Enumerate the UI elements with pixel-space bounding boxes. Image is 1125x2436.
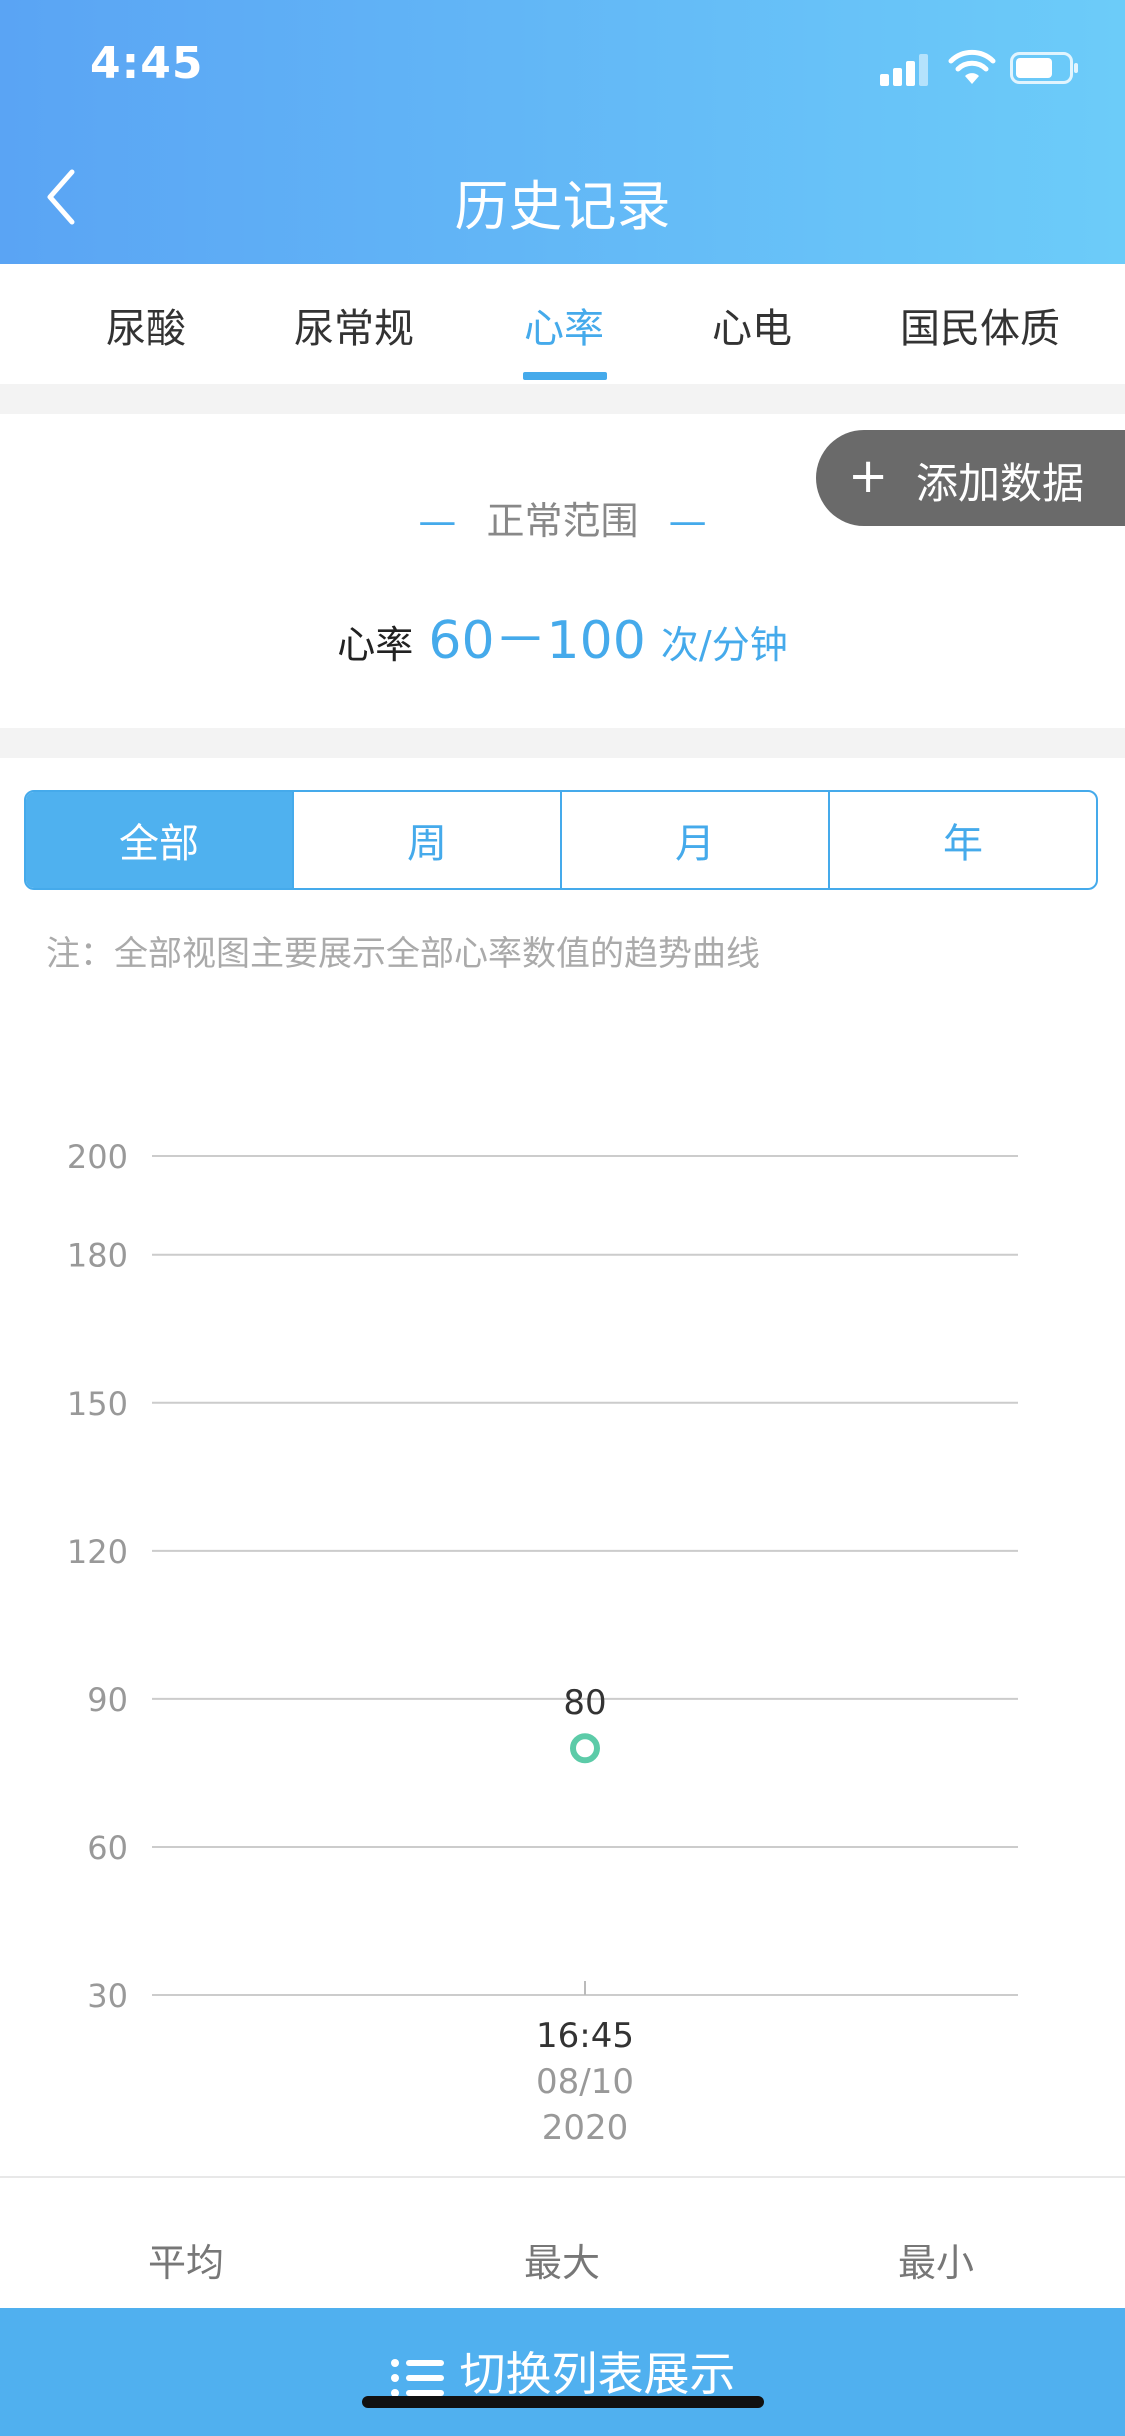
x-tick-date: 08/10: [536, 2062, 634, 2102]
range-title-dash-right: —: [668, 499, 707, 543]
x-tick-time: 16:45: [536, 2016, 634, 2056]
battery-icon: [1010, 52, 1078, 84]
status-time: 4:45: [90, 38, 204, 89]
switch-list-view-button[interactable]: [0, 2308, 1125, 2436]
stats-divider: [0, 2176, 1125, 2178]
segment-month[interactable]: 月: [560, 792, 828, 888]
y-tick-label: 150: [67, 1385, 128, 1423]
range-value: 60－100: [428, 611, 646, 671]
y-tick-label: 60: [87, 1829, 128, 1867]
data-point: [570, 1733, 600, 1764]
y-tick-label: 180: [67, 1237, 128, 1275]
segment-all[interactable]: 全部: [26, 792, 292, 888]
header-bar: [0, 0, 1125, 264]
switch-list-view-label: 切换列表展示: [459, 2347, 736, 2401]
heart-rate-chart: 200 180 150 120 90 60 30 80 16:45 08/10 2020: [67, 1138, 1018, 2148]
range-label: 心率: [337, 623, 414, 667]
tab-heart-rate[interactable]: 心率: [524, 306, 604, 352]
list-icon: [390, 2358, 444, 2397]
range-unit: 次/分钟: [660, 623, 788, 667]
stat-min-label: 最小: [898, 2241, 975, 2285]
add-data-button[interactable]: + 添加数据: [816, 430, 1125, 526]
page-title: 历史记录: [454, 175, 671, 238]
section-divider-2: [0, 728, 1125, 758]
x-tick-year: 2020: [542, 2108, 629, 2148]
chart-note: 注：全部视图主要展示全部心率数值的趋势曲线: [46, 934, 760, 974]
wifi-icon: [948, 49, 996, 84]
active-tab-indicator: [523, 372, 607, 380]
y-tick-label: 90: [87, 1681, 128, 1719]
section-divider: [0, 384, 1125, 414]
category-tabs: [0, 264, 1125, 384]
stat-max-label: 最大: [524, 2241, 601, 2285]
tab-uric-acid[interactable]: 尿酸: [106, 306, 186, 352]
y-tick-label: 120: [67, 1533, 128, 1571]
range-title-text: 正常范围: [486, 499, 639, 543]
home-indicator: [362, 2396, 764, 2408]
add-data-label: 添加数据: [916, 459, 1085, 508]
segment-week[interactable]: 周: [292, 792, 560, 888]
segment-year[interactable]: 年: [828, 792, 1096, 888]
y-tick-label: 200: [67, 1138, 128, 1176]
data-label: 80: [563, 1683, 606, 1723]
tab-national-fitness[interactable]: 国民体质: [900, 306, 1060, 352]
signal-icon: [880, 52, 932, 86]
stat-average-label: 平均: [148, 2241, 225, 2285]
normal-range-value: 心率 60－100 次/分钟: [0, 598, 1125, 673]
range-title-dash-left: —: [418, 499, 457, 543]
plus-icon: +: [848, 448, 889, 504]
normal-range-title: — 正常范围 —: [0, 490, 1125, 545]
back-chevron-icon[interactable]: [38, 166, 88, 228]
period-segmented-control: 全部 周 月 年: [24, 790, 1098, 890]
tab-urine-routine[interactable]: 尿常规: [294, 306, 414, 352]
switch-list-view-label-row[interactable]: 切换列表展示: [0, 2338, 1125, 2404]
tab-ecg[interactable]: 心电: [712, 306, 792, 352]
y-tick-label: 30: [87, 1977, 128, 2015]
